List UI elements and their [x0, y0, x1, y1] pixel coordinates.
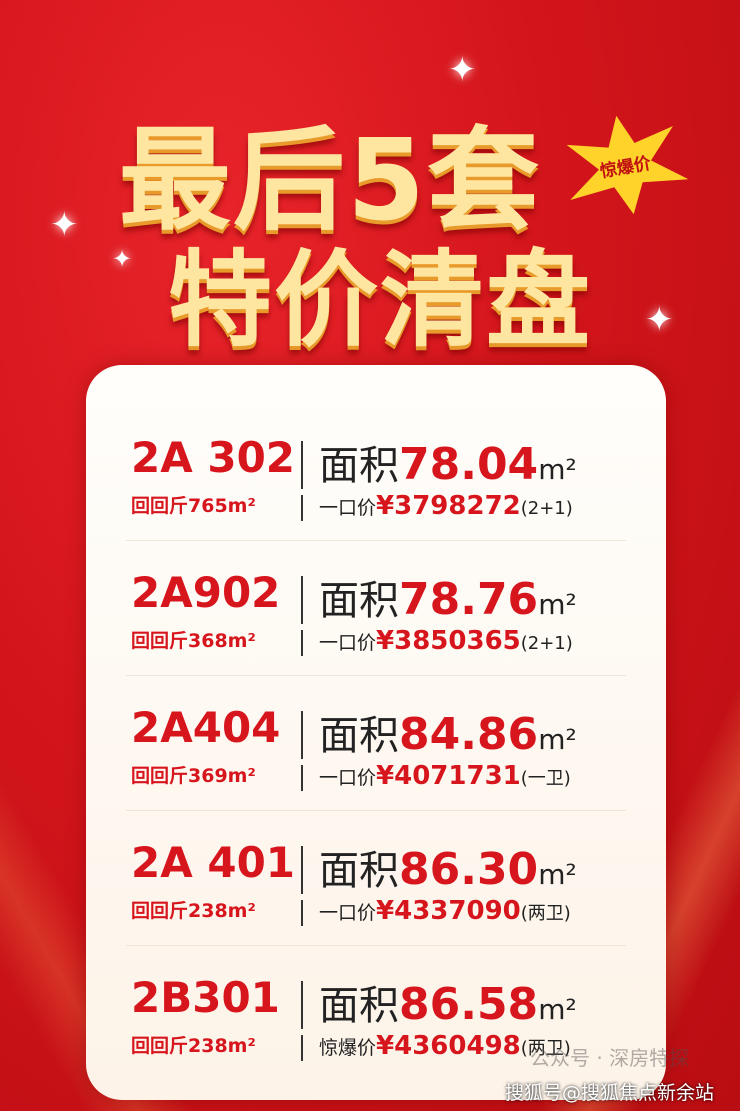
- price-value: 4360498: [394, 1031, 521, 1061]
- wechat-watermark: 公众号 · 深房特探: [530, 1046, 690, 1070]
- area-label: 面积: [319, 848, 399, 894]
- divider: [301, 765, 303, 791]
- bathroom-note: (两卫): [520, 903, 571, 924]
- divider: [301, 441, 303, 489]
- unit-row: 2B301 回回斤238m² 面积86.58m² 惊爆价¥4360498(两卫): [131, 973, 651, 1093]
- unit-area: 面积84.86m²: [319, 703, 577, 761]
- area-unit: m²: [538, 858, 577, 891]
- sparkle-icon: ✦: [645, 300, 674, 340]
- row-separator: [126, 945, 626, 946]
- bathroom-note: (2+1): [520, 498, 573, 519]
- sparkle-icon: ✦: [50, 205, 79, 245]
- badge-text: 惊爆价: [598, 153, 653, 182]
- price-value: 3798272: [394, 491, 521, 521]
- unit-sub-info: 回回斤369m²: [131, 765, 256, 787]
- unit-sub-info: 回回斤765m²: [131, 495, 256, 517]
- unit-area: 面积86.58m²: [319, 973, 577, 1031]
- area-value: 86.30: [399, 844, 539, 895]
- price-value: 4337090: [394, 896, 521, 926]
- unit-price: 一口价¥4071731(一卫): [319, 761, 571, 791]
- currency: ¥: [376, 896, 395, 926]
- row-separator: [126, 810, 626, 811]
- unit-price: 一口价¥3850365(2+1): [319, 626, 573, 656]
- unit-sub-info: 回回斤368m²: [131, 630, 256, 652]
- unit-row: 2A902 回回斤368m² 面积78.76m² 一口价¥3850365(2+1…: [131, 568, 651, 688]
- divider: [301, 711, 303, 759]
- sohu-watermark: 搜狐号@搜狐焦点新余站: [505, 1082, 715, 1104]
- area-label: 面积: [319, 983, 399, 1029]
- unit-area: 面积86.30m²: [319, 838, 577, 896]
- currency: ¥: [376, 626, 395, 656]
- divider: [301, 576, 303, 624]
- divider: [301, 900, 303, 926]
- row-separator: [126, 540, 626, 541]
- divider: [301, 846, 303, 894]
- price-label: 惊爆价: [319, 1037, 377, 1059]
- area-value: 84.86: [399, 709, 539, 760]
- bathroom-note: (2+1): [520, 633, 573, 654]
- area-unit: m²: [538, 453, 577, 486]
- headline-line2: 特价清盘: [167, 239, 592, 361]
- price-value: 4071731: [394, 761, 521, 791]
- unit-row: 2A404 回回斤369m² 面积84.86m² 一口价¥4071731(一卫): [131, 703, 651, 823]
- unit-number: 2A 401: [131, 838, 296, 887]
- sparkle-icon: ✦: [112, 245, 133, 273]
- unit-number: 2A 302: [131, 433, 296, 482]
- unit-row: 2A 401 回回斤238m² 面积86.30m² 一口价¥4337090(两卫…: [131, 838, 651, 958]
- price-label: 一口价: [319, 767, 377, 789]
- area-unit: m²: [538, 588, 577, 621]
- unit-sub-info: 回回斤238m²: [131, 900, 256, 922]
- divider: [301, 495, 303, 521]
- price-value: 3850365: [394, 626, 521, 656]
- row-separator: [126, 675, 626, 676]
- unit-price: 惊爆价¥4360498(两卫): [319, 1031, 571, 1061]
- bathroom-note: (一卫): [520, 768, 571, 789]
- area-value: 78.04: [399, 439, 539, 490]
- unit-number: 2B301: [131, 973, 280, 1022]
- area-value: 78.76: [399, 574, 539, 625]
- area-unit: m²: [538, 723, 577, 756]
- area-label: 面积: [319, 443, 399, 489]
- divider: [301, 981, 303, 1029]
- currency: ¥: [376, 491, 395, 521]
- currency: ¥: [376, 761, 395, 791]
- area-unit: m²: [538, 993, 577, 1026]
- price-label: 一口价: [319, 902, 377, 924]
- unit-number: 2A902: [131, 568, 281, 617]
- currency: ¥: [376, 1031, 395, 1061]
- price-label: 一口价: [319, 497, 377, 519]
- unit-number: 2A404: [131, 703, 281, 752]
- divider: [301, 630, 303, 656]
- area-label: 面积: [319, 578, 399, 624]
- area-label: 面积: [319, 713, 399, 759]
- bathroom-note: (两卫): [520, 1038, 571, 1059]
- headline-line1: 最后5套: [119, 116, 541, 246]
- unit-sub-info: 回回斤238m²: [131, 1035, 256, 1057]
- unit-price: 一口价¥4337090(两卫): [319, 896, 571, 926]
- sparkle-icon: ✦: [448, 50, 477, 90]
- unit-row: 2A 302 回回斤765m² 面积78.04m² 一口价¥3798272(2+…: [131, 433, 651, 553]
- unit-area: 面积78.04m²: [319, 433, 577, 491]
- price-label: 一口价: [319, 632, 377, 654]
- unit-price: 一口价¥3798272(2+1): [319, 491, 573, 521]
- unit-area: 面积78.76m²: [319, 568, 577, 626]
- divider: [301, 1035, 303, 1061]
- unit-list-card: 2A 302 回回斤765m² 面积78.04m² 一口价¥3798272(2+…: [86, 365, 666, 1100]
- area-value: 86.58: [399, 979, 539, 1030]
